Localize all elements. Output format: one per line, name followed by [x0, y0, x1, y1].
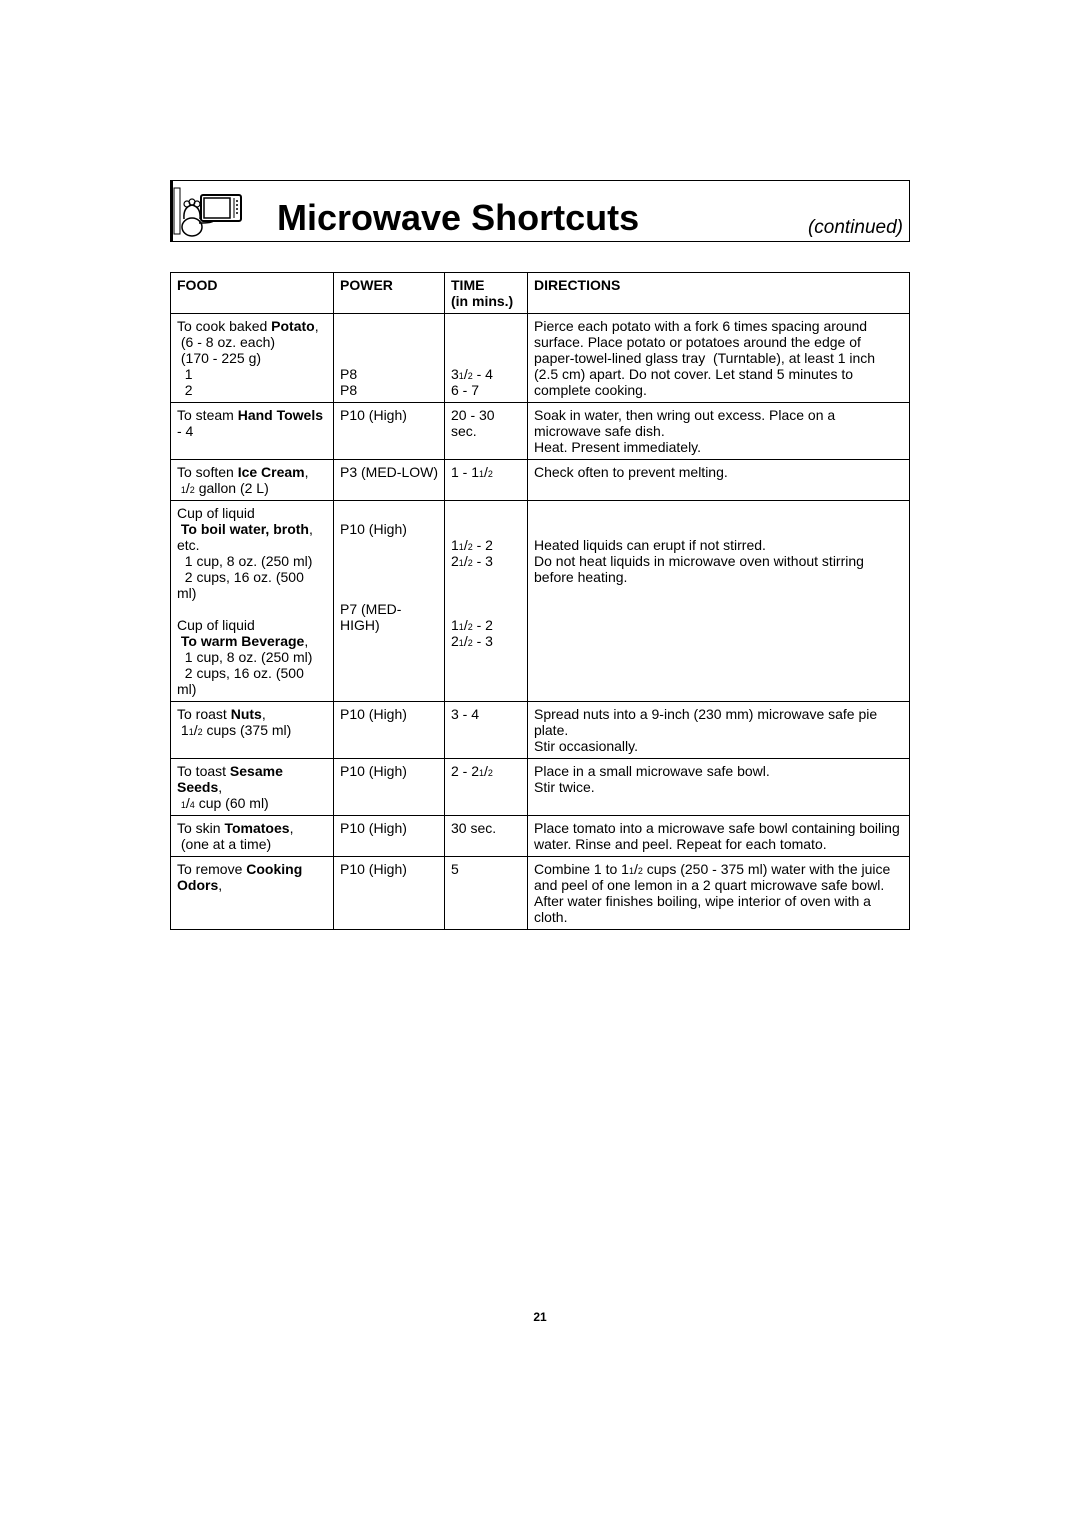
- cell-food: To cook baked Potato, (6 - 8 oz. each) (…: [171, 314, 334, 403]
- table-row: To cook baked Potato, (6 - 8 oz. each) (…: [171, 314, 910, 403]
- cell-power: P10 (High): [334, 857, 445, 930]
- cell-power: P10 (High): [334, 702, 445, 759]
- cell-directions: Spread nuts into a 9-inch (230 mm) micro…: [528, 702, 910, 759]
- cell-food: To soften Ice Cream, 1/2 gallon (2 L): [171, 460, 334, 501]
- cell-time: 1 - 11/2: [445, 460, 528, 501]
- cell-food: Cup of liquid To boil water, broth, etc.…: [171, 501, 334, 702]
- cell-directions: Heated liquids can erupt if not stirred.…: [528, 501, 910, 702]
- cell-power: P10 (High): [334, 403, 445, 460]
- col-time-sublabel: (in mins.): [451, 293, 513, 309]
- cell-directions: Combine 1 to 11/2 cups (250 - 375 ml) wa…: [528, 857, 910, 930]
- cell-power: P3 (MED-LOW): [334, 460, 445, 501]
- col-directions-header: DIRECTIONS: [528, 273, 910, 314]
- table-row: Cup of liquid To boil water, broth, etc.…: [171, 501, 910, 702]
- chef-microwave-icon: [173, 183, 259, 239]
- shortcuts-table: FOOD POWER TIME (in mins.) DIRECTIONS To…: [170, 272, 910, 930]
- table-row: To steam Hand Towels - 4P10 (High)20 - 3…: [171, 403, 910, 460]
- page-number: 21: [170, 1310, 910, 1324]
- cell-power: P10 (High)P7 (MED-HIGH): [334, 501, 445, 702]
- cell-time: 30 sec.: [445, 816, 528, 857]
- cell-time: 11/2 - 221/2 - 311/2 - 221/2 - 3: [445, 501, 528, 702]
- table-row: To roast Nuts, 11/2 cups (375 ml)P10 (Hi…: [171, 702, 910, 759]
- cell-food: To skin Tomatoes, (one at a time): [171, 816, 334, 857]
- col-food-header: FOOD: [171, 273, 334, 314]
- page-header: Microwave Shortcuts (continued): [170, 180, 910, 242]
- cell-directions: Place in a small microwave safe bowl.Sti…: [528, 759, 910, 816]
- page-subtitle: (continued): [808, 217, 903, 239]
- cell-power: P8P8: [334, 314, 445, 403]
- cell-directions: Place tomato into a microwave safe bowl …: [528, 816, 910, 857]
- cell-time: 5: [445, 857, 528, 930]
- cell-food: To remove Cooking Odors,: [171, 857, 334, 930]
- cell-directions: Pierce each potato with a fork 6 times s…: [528, 314, 910, 403]
- cell-food: To steam Hand Towels - 4: [171, 403, 334, 460]
- cell-directions: Soak in water, then wring out excess. Pl…: [528, 403, 910, 460]
- cell-directions: Check often to prevent melting.: [528, 460, 910, 501]
- table-header-row: FOOD POWER TIME (in mins.) DIRECTIONS: [171, 273, 910, 314]
- col-time-header: TIME (in mins.): [445, 273, 528, 314]
- cell-power: P10 (High): [334, 816, 445, 857]
- cell-time: 20 - 30 sec.: [445, 403, 528, 460]
- cell-food: To roast Nuts, 11/2 cups (375 ml): [171, 702, 334, 759]
- page-title: Microwave Shortcuts: [277, 197, 800, 239]
- col-power-header: POWER: [334, 273, 445, 314]
- cell-time: 31/2 - 46 - 7: [445, 314, 528, 403]
- col-time-label: TIME: [451, 277, 484, 293]
- table-row: To soften Ice Cream, 1/2 gallon (2 L)P3 …: [171, 460, 910, 501]
- table-row: To skin Tomatoes, (one at a time)P10 (Hi…: [171, 816, 910, 857]
- table-row: To remove Cooking Odors,P10 (High)5Combi…: [171, 857, 910, 930]
- cell-time: 2 - 21/2: [445, 759, 528, 816]
- cell-food: To toast Sesame Seeds, 1/4 cup (60 ml): [171, 759, 334, 816]
- table-row: To toast Sesame Seeds, 1/4 cup (60 ml)P1…: [171, 759, 910, 816]
- cell-power: P10 (High): [334, 759, 445, 816]
- cell-time: 3 - 4: [445, 702, 528, 759]
- page-content: Microwave Shortcuts (continued) FOOD POW…: [170, 180, 910, 930]
